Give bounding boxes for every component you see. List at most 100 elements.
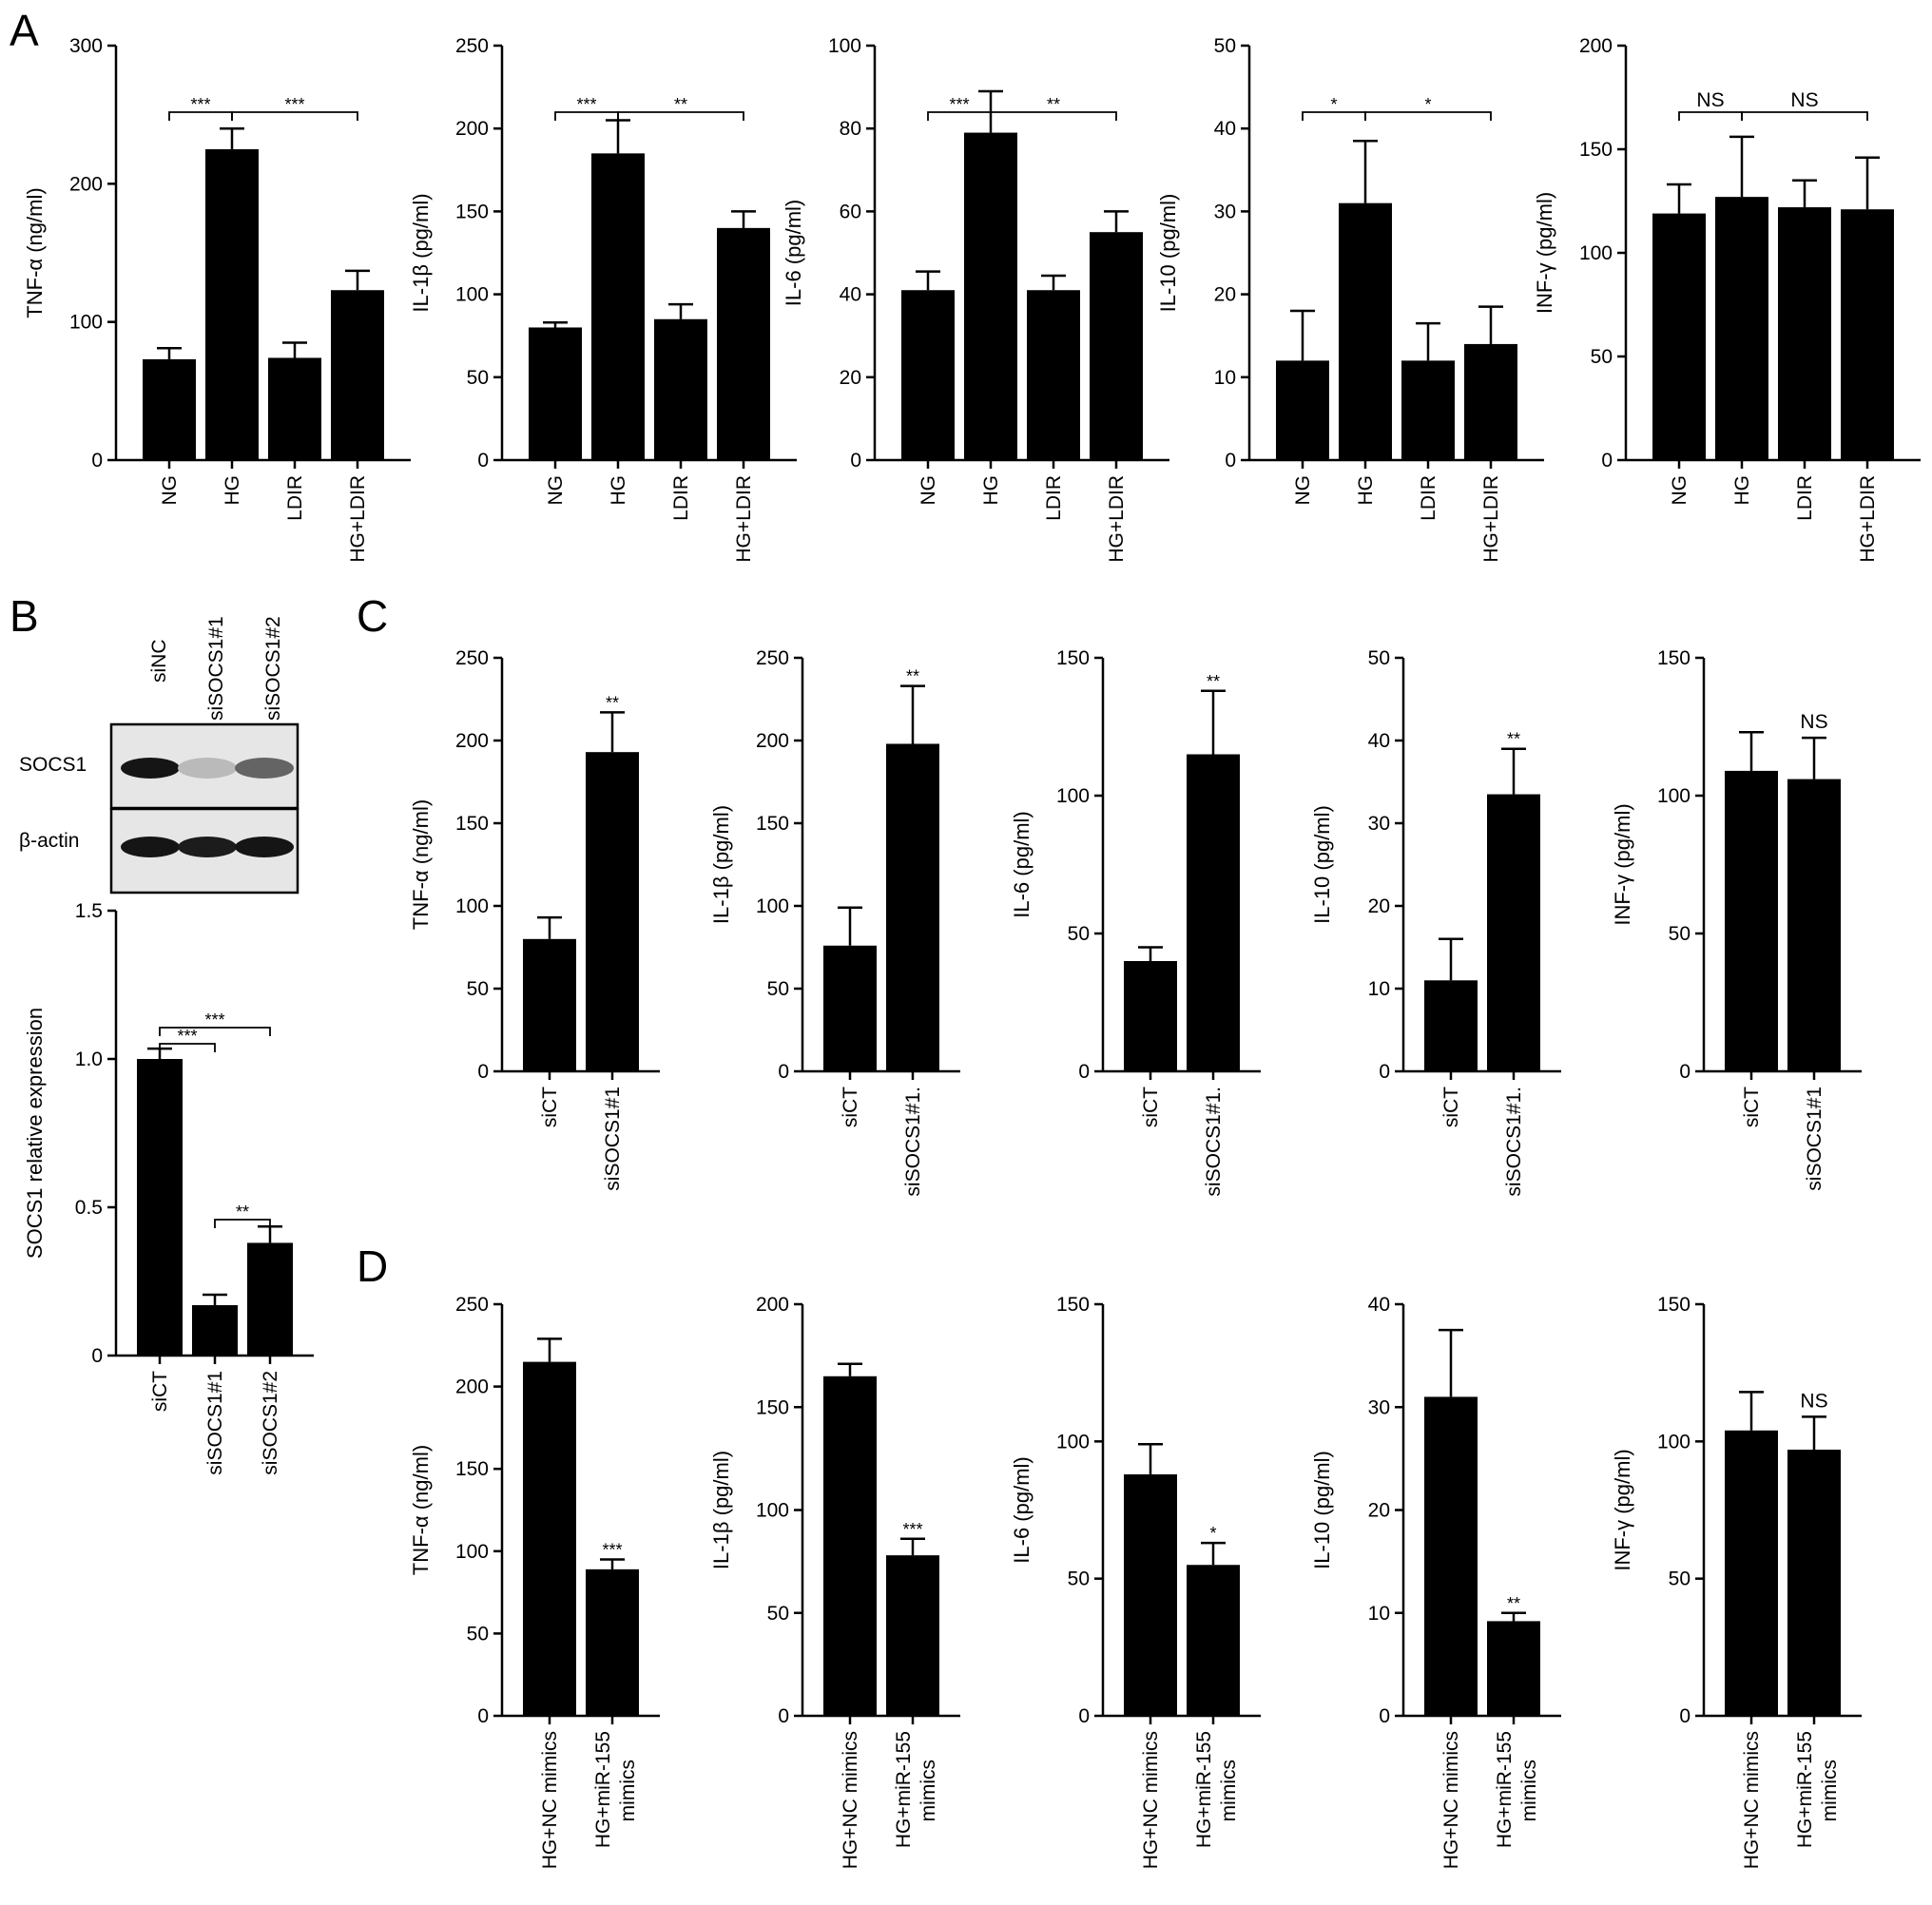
x-tick-label: NG <box>159 475 181 506</box>
bar <box>143 358 196 460</box>
blot-lane-label-sinc: siNC <box>148 640 170 683</box>
bar <box>964 132 1017 460</box>
y-tick-label: 100 <box>1056 1431 1090 1453</box>
significance-label: NS <box>1800 711 1827 733</box>
x-tick-label: siSOCS1#1. <box>1503 1087 1525 1197</box>
blot-lane-label-sisocs1-2: siSOCS1#2 <box>262 616 284 721</box>
y-axis-label: SOCS1 relative expression <box>23 1008 47 1259</box>
blot-band-beta-actin-lane-3 <box>235 837 294 857</box>
x-tick-label: HG+NC mimics <box>539 1731 561 1869</box>
bar <box>1725 770 1778 1071</box>
chart-a4: 0 10 20 30 40 50 IL-10 (pg/ml) NG HG LDIR HG+LDIR *… <box>1156 35 1544 563</box>
y-tick-label: 50 <box>767 1603 789 1625</box>
x-tick-label: NG <box>918 475 939 506</box>
blot-row-label-socs1: SOCS1 <box>19 754 87 776</box>
y-tick-label: 80 <box>840 118 861 140</box>
y-tick-label: 0 <box>1601 450 1613 471</box>
x-tick-label: HG+miR-155 mimics <box>1794 1731 1841 1848</box>
x-tick-label: siSOCS1#1 <box>602 1087 624 1191</box>
y-tick-label: 30 <box>1214 201 1236 222</box>
x-tick-label: LDIR <box>1794 475 1816 521</box>
bar <box>1276 360 1329 460</box>
chart-b: 0 0.5 1.0 1.5 SOCS1 relative expression siCT s… <box>23 900 314 1475</box>
y-tick-label: 50 <box>467 978 489 1000</box>
y-axis-label: INF-γ (pg/ml) <box>1611 1449 1634 1570</box>
x-tick-label: HG+LDIR <box>347 475 369 563</box>
bar <box>1787 1449 1841 1716</box>
y-tick-label: 200 <box>455 1376 489 1398</box>
x-tick-label: siSOCS1#1 <box>204 1371 226 1475</box>
y-tick-label: 20 <box>1368 895 1390 917</box>
comparison-label: *** <box>949 95 969 114</box>
y-tick-label: 0 <box>1379 1705 1390 1727</box>
y-tick-label: 1.5 <box>75 900 103 922</box>
blot-band-socs1-lane-3 <box>235 758 294 779</box>
comparison-label: *** <box>204 1010 224 1029</box>
bar <box>586 752 639 1071</box>
x-tick-label: HG <box>1355 475 1377 506</box>
bar <box>654 318 707 460</box>
comparison-label: ** <box>674 95 687 114</box>
chart-d3: 0 50 100 150 IL-6 (pg/ml) HG+NC mimics HG+miR-… <box>1010 1294 1261 1869</box>
bar <box>886 1555 939 1716</box>
y-tick-label: 50 <box>1669 923 1690 945</box>
y-tick-label: 100 <box>1579 242 1613 264</box>
chart-a2: 0 50 100 150 200 250 IL-1β (pg/ml) NG HG LDIR HG+L… <box>409 35 797 563</box>
significance-label: ** <box>606 693 619 712</box>
y-tick-label: 0 <box>1379 1061 1390 1083</box>
y-tick-label: 100 <box>756 1500 789 1522</box>
comparison-bracket <box>159 1027 271 1036</box>
bar <box>1187 1565 1240 1716</box>
y-tick-label: 0 <box>477 1705 489 1727</box>
chart-d1: 0 50 100 150 200 250 TNF-α (ng/ml) HG+NC mimics… <box>409 1294 660 1869</box>
significance-label: * <box>1209 1524 1216 1543</box>
chart-c1: 0 50 100 150 200 250 TNF-α (ng/ml) siCT siSOCS1#… <box>409 647 660 1191</box>
x-tick-label: HG <box>1731 475 1753 506</box>
x-tick-label: HG+NC mimics <box>840 1731 861 1869</box>
bar <box>823 1376 877 1716</box>
chart-c4: 0 10 20 30 40 50 IL-10 (pg/ml) siCT siSOCS1#1. ** <box>1310 647 1561 1197</box>
bar <box>331 290 384 460</box>
bar <box>1841 209 1894 460</box>
y-tick-label: 0 <box>477 450 489 471</box>
x-tick-label: LDIR <box>670 475 692 521</box>
y-tick-label: 300 <box>69 35 103 57</box>
y-axis-label: IL-6 (pg/ml) <box>1010 811 1034 917</box>
y-tick-label: 150 <box>1579 139 1613 161</box>
y-tick-label: 150 <box>455 1458 489 1480</box>
y-tick-label: 150 <box>1657 1294 1690 1316</box>
comparison-label: *** <box>190 95 210 114</box>
y-axis-label: IL-10 (pg/ml) <box>1310 805 1334 924</box>
y-tick-label: 0 <box>1078 1061 1090 1083</box>
y-tick-label: 40 <box>1368 1294 1390 1316</box>
y-axis-label: TNF-α (ng/ml) <box>23 187 47 318</box>
x-tick-label: HG+miR-155 mimics <box>1494 1731 1540 1848</box>
comparison-label: ** <box>236 1203 249 1222</box>
x-tick-label: NG <box>1292 475 1314 506</box>
y-tick-label: 0 <box>1679 1705 1690 1727</box>
y-axis-label: IL-1β (pg/ml) <box>709 805 733 924</box>
y-tick-label: 30 <box>1368 1396 1390 1418</box>
chart-d4: 0 10 20 30 40 IL-10 (pg/ml) HG+NC mimics HG+miR… <box>1310 1294 1561 1869</box>
x-tick-label: HG <box>980 475 1002 506</box>
bar <box>1090 232 1143 460</box>
x-tick-label: siSOCS1#1. <box>1203 1087 1225 1197</box>
y-tick-label: 0 <box>91 450 103 471</box>
y-tick-label: 100 <box>1657 785 1690 807</box>
y-tick-label: 50 <box>1368 647 1390 669</box>
bar <box>1778 207 1831 461</box>
chart-d2: 0 50 100 150 200 IL-1β (pg/ml) HG+NC mimics HG+… <box>709 1294 960 1869</box>
comparison-bracket <box>1741 111 1868 121</box>
y-tick-label: 150 <box>455 201 489 222</box>
y-axis-label: IL-1β (pg/ml) <box>409 193 433 312</box>
bar <box>205 149 259 460</box>
x-tick-label: HG+NC mimics <box>1741 1731 1763 1869</box>
bar <box>1715 197 1768 460</box>
y-tick-label: 50 <box>467 1623 489 1645</box>
comparison-bracket <box>214 1219 271 1228</box>
panel-label-d: D <box>357 1241 388 1291</box>
x-tick-label: HG+miR-155 mimics <box>1193 1731 1240 1848</box>
y-tick-label: 0 <box>1679 1061 1690 1083</box>
chart-d5: 0 50 100 150 INF-γ (pg/ml) HG+NC mimics HG+miR… <box>1611 1294 1862 1869</box>
y-tick-label: 200 <box>1579 35 1613 57</box>
